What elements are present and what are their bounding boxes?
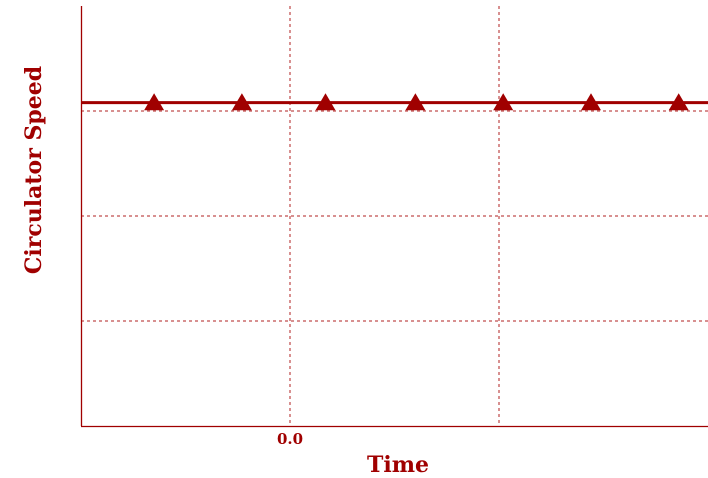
series-marker	[581, 93, 601, 111]
series-marker	[668, 93, 689, 111]
series-marker	[405, 93, 426, 111]
x-axis-title: Time	[367, 452, 429, 478]
series-marker	[144, 93, 165, 111]
y-axis-title: Circulator Speed	[21, 66, 47, 274]
axis-layer	[80, 6, 708, 428]
series-layer	[81, 93, 708, 111]
x-tick-label: 0.0	[277, 430, 303, 448]
label-layer: Time Circulator Speed 0.0	[21, 66, 429, 478]
series-marker	[231, 93, 252, 111]
series-marker	[493, 93, 514, 111]
series-marker	[315, 93, 336, 111]
grid-layer	[81, 6, 708, 426]
